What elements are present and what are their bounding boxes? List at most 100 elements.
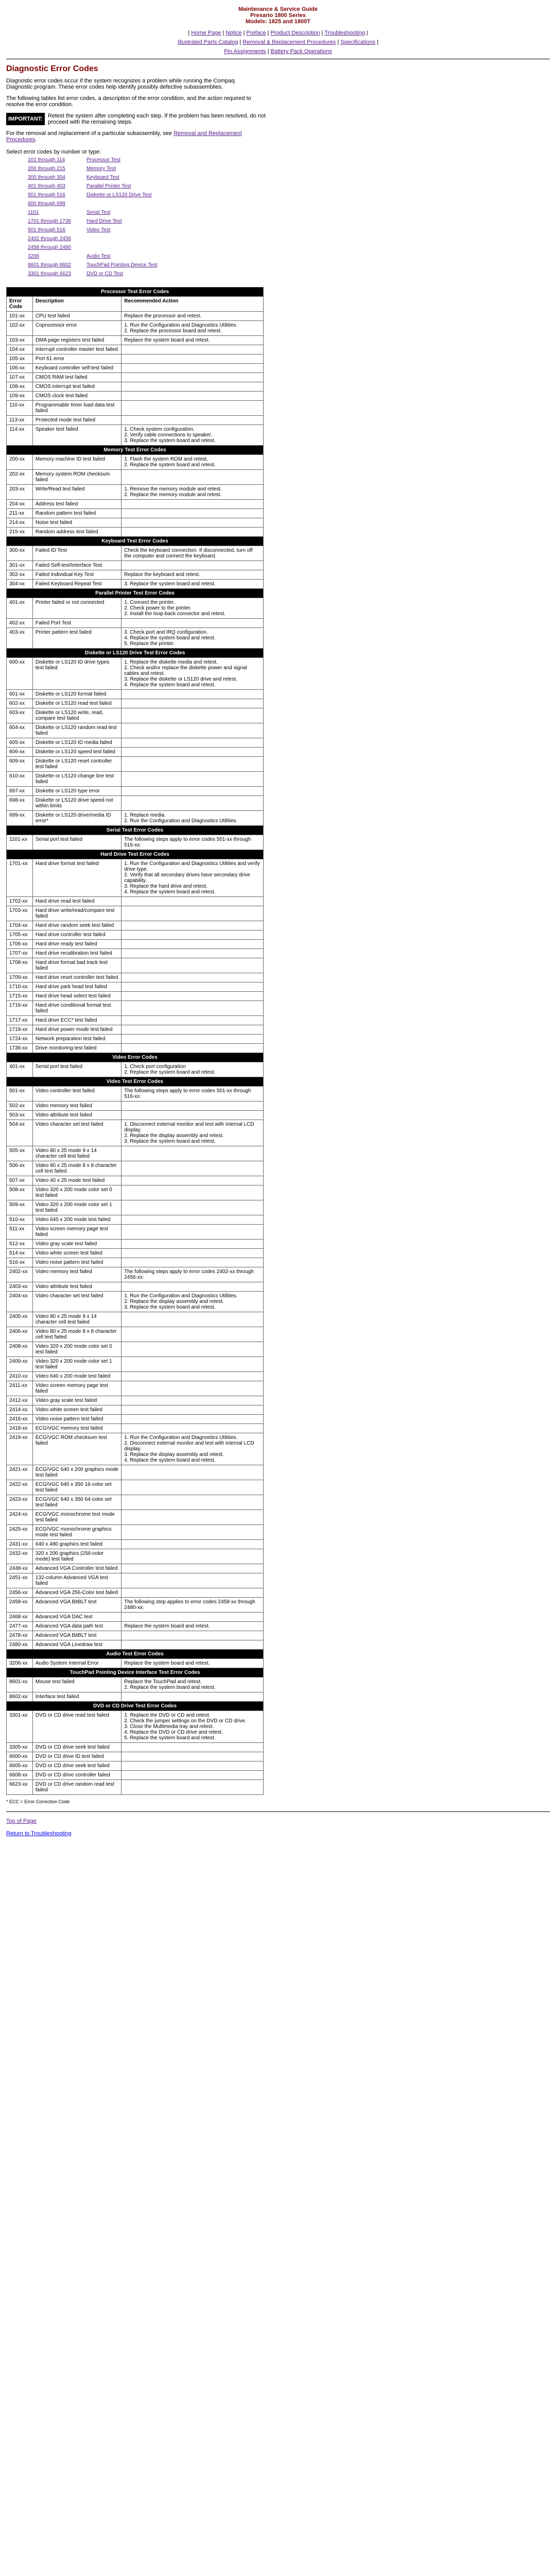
action-cell [121,1225,264,1240]
desc-cell: Interrupt controller master test failed [32,345,121,354]
index-type-link[interactable]: Parallel Printer Test [86,183,131,189]
code-cell: 602-xx [7,699,33,708]
nav-specs[interactable]: Specifications [340,39,375,45]
index-code-link[interactable]: 1701 through 1736 [28,218,71,224]
return-link[interactable]: Return to Troubleshooting [6,1831,72,1837]
nav-trouble[interactable]: Troubleshooting [324,30,364,36]
desc-cell: Video noise pattern test failed [32,1415,121,1424]
code-cell: 402-xx [7,619,33,628]
index-type-link[interactable]: Serial Test [86,210,111,215]
desc-cell: Programmable timer load data test failed [32,401,121,416]
code-cell: 2424-xx [7,1510,33,1525]
code-cell: 300-xx [7,546,33,561]
action-cell: The following steps apply to error codes… [121,1087,264,1101]
nav-parts[interactable]: Illustrated Parts Catalog [178,39,238,45]
desc-cell: Hard drive write/read/compare test faile… [32,906,121,921]
code-cell: 2448-xx [7,1564,33,1573]
index-code-link[interactable]: 501 through 516 [28,227,65,233]
index-code-link[interactable]: 8601 through 8602 [28,262,71,268]
code-cell: 1716-xx [7,1001,33,1016]
index-type-link[interactable]: DVD or CD Test [86,271,123,277]
action-cell: Replace the processor and retest. [121,312,264,321]
action-cell: 1. Run the Configuration and Diagnostics… [121,1292,264,1312]
desc-cell: Advanced VGA 256-Color test failed [32,1588,121,1598]
code-cell: 114-xx [7,425,33,446]
index-code-link[interactable]: 3206 [28,253,39,259]
desc-cell: Port 61 error [32,354,121,364]
index-table: 101 through 114 Processor Test 200 through… [27,155,173,279]
code-cell: 2432-xx [7,1549,33,1564]
index-code-link[interactable]: 401 through 403 [28,183,65,189]
important-tag: IMPORTANT: [6,113,45,125]
index-type-link[interactable]: Memory Test [86,166,116,172]
action-cell [121,1540,264,1549]
code-cell: 1710-xx [7,982,33,992]
desc-cell: DVD or CD drive seek test failed [32,1743,121,1752]
action-cell: 1. Replace media. 2. Run the Configurati… [121,811,264,826]
desc-cell: Memory machine ID test failed [32,455,121,470]
nav-pins[interactable]: Pin Assignments [224,48,266,55]
code-cell: 504-xx [7,1120,33,1146]
index-type-link[interactable]: Diskette or LS120 Drive Test [86,192,152,198]
code-cell: 2422-xx [7,1480,33,1495]
index-type-link[interactable]: Keyboard Test [86,175,119,180]
desc-cell: Video white screen test failed [32,1249,121,1258]
nav-battery[interactable]: Battery Pack Operations [271,48,332,55]
action-cell [121,1525,264,1540]
nav-preface[interactable]: Preface [247,30,266,36]
action-cell: 1. Connect the printer. 2. Check power t… [121,598,264,619]
error-codes-table: Processor Test Error CodesError CodeDesc… [6,287,264,1795]
code-cell: 2406-xx [7,1327,33,1342]
code-cell: 103-xx [7,336,33,345]
code-cell: 106-xx [7,364,33,373]
index-type-link[interactable]: Processor Test [86,157,120,163]
index-type-link[interactable]: TouchPad Pointing Device Test [86,262,158,268]
index-code-link[interactable]: 501 through 516 [28,192,65,198]
desc-cell: Video 80 x 25 mode 9 x 14 character cell… [32,1312,121,1327]
action-cell [121,796,264,811]
intro-para-1: Diagnostic error codes occur if the syst… [6,78,253,90]
action-cell [121,1215,264,1225]
index-code-link[interactable]: 200 through 215 [28,166,65,172]
code-cell: 2414-xx [7,1405,33,1415]
desc-cell: Diskette or LS120 random read test faile… [32,723,121,738]
nav-notice[interactable]: Notice [225,30,241,36]
index-code-link[interactable]: 600 through 699 [28,201,65,207]
index-code-link[interactable]: 3301 through 6623 [28,271,71,277]
code-cell: 503-xx [7,1111,33,1120]
index-code-link[interactable]: 1101 [28,210,39,215]
index-code-link[interactable]: 101 through 114 [28,157,65,163]
index-code-link[interactable]: 300 through 304 [28,175,65,180]
index-code-link[interactable]: 2458 through 2480 [28,245,71,250]
desc-cell: Hard drive recalibration test failed [32,949,121,958]
nav-home[interactable]: Home Page [191,30,221,36]
index-type-link[interactable]: Audio Test [86,253,111,259]
top-of-page-link[interactable]: Top of Page [6,1818,37,1824]
nav-removal[interactable]: Removal & Replacement Procedures [242,39,336,45]
desc-cell: Video screen memory page test failed [32,1225,121,1240]
action-cell [121,382,264,392]
action-cell: 1. Check port configuration 2. Replace t… [121,1062,264,1077]
code-cell: 101-xx [7,312,33,321]
column-header: Recommended Action [121,297,264,312]
desc-cell: DVD or CD drive random read test failed [32,1780,121,1795]
action-cell [121,1465,264,1480]
action-cell [121,1564,264,1573]
action-cell: 1. Replace the DVD or CD and retest. 2. … [121,1711,264,1743]
nav-prod[interactable]: Product Description [270,30,320,36]
index-type-link[interactable]: Hard Drive Test [86,218,122,224]
index-type-link[interactable]: Video Test [86,227,110,233]
action-cell [121,1780,264,1795]
index-code-link[interactable]: 2402 through 2456 [28,236,71,242]
category-header: TouchPad Pointing Device Interface Test … [7,1668,264,1677]
desc-cell: Advanced VGA BitBLT test [32,1598,121,1613]
code-cell: 2456-xx [7,1588,33,1598]
code-cell: 1704-xx [7,921,33,930]
category-header: DVD or CD Drive Test Error Codes [7,1702,264,1711]
code-cell: 698-xx [7,796,33,811]
code-cell: 1715-xx [7,992,33,1001]
desc-cell: ECG/VGC 640 x 200 graphics mode test fai… [32,1465,121,1480]
code-cell: 200-xx [7,455,33,470]
category-header: Video Test Error Codes [7,1077,264,1087]
title-line2: Presario 1800 Series [250,12,306,19]
